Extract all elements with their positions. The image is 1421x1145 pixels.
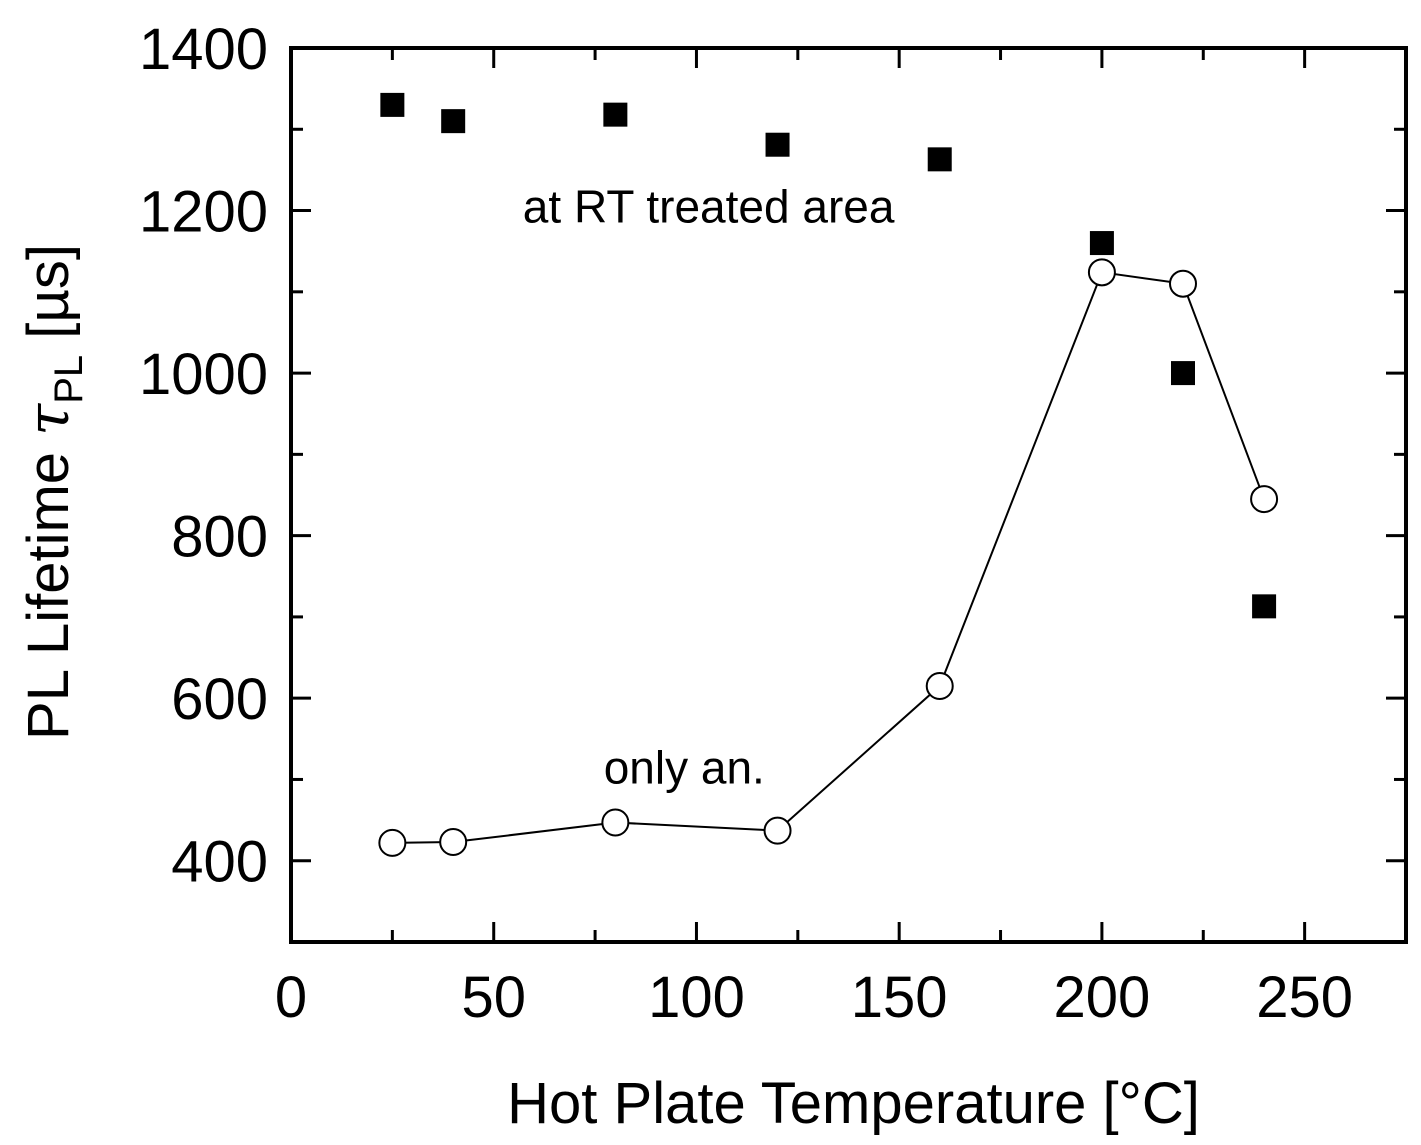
series-0-point (765, 132, 790, 157)
series-1-point (763, 816, 792, 845)
y-tick-label: 1000 (139, 342, 268, 407)
y-axis-title-subscript: PL (47, 355, 91, 404)
y-tick-label: 400 (171, 830, 268, 895)
y-tick-label: 1400 (139, 17, 268, 82)
series-1-point (378, 828, 407, 857)
series-0-point (380, 92, 405, 117)
series-1-point (1169, 269, 1197, 298)
y-axis-title-symbol: τ (14, 403, 82, 436)
series-0-point (1089, 231, 1114, 256)
series-1-line (392, 271, 1266, 844)
y-tick-label: 1200 (139, 180, 268, 245)
x-tick-label: 0 (275, 965, 307, 1030)
annotation-label: at RT treated area (523, 181, 895, 233)
x-tick-label: 200 (1054, 965, 1151, 1030)
series-0-point (603, 102, 628, 127)
series-1-point (601, 808, 630, 837)
axis-ticks (289, 46, 1406, 942)
tick-labels: 0 50 100 150 200 250 400 600 800 1000 1200 1400 (139, 17, 1353, 1030)
plot-frame (289, 46, 1408, 944)
y-axis-title: PL Lifetime τPL [µs] (14, 244, 91, 740)
annotations: at RT treated area only an. (523, 181, 895, 794)
x-axis-title: Hot Plate Temperature [°C] (507, 1071, 1200, 1136)
series-0-point (1171, 361, 1195, 386)
annotation-label: only an. (604, 742, 765, 794)
series-1-point (439, 828, 468, 857)
series-0-point (927, 147, 952, 172)
series-1-point (1087, 258, 1116, 287)
y-axis-title-unit: [µs] (16, 244, 81, 355)
y-tick-label: 800 (171, 505, 268, 570)
x-tick-label: 100 (648, 965, 745, 1030)
y-axis-title-main: PL Lifetime (16, 436, 81, 740)
x-tick-label: 150 (851, 965, 948, 1030)
series-1-point (1250, 485, 1279, 514)
series-0-point (1252, 594, 1277, 619)
x-tick-label: 50 (461, 965, 526, 1030)
series-1-point (925, 671, 954, 700)
y-tick-label: 600 (171, 667, 268, 732)
series-0-point (441, 109, 466, 134)
x-tick-label: 250 (1256, 965, 1353, 1030)
data-series (378, 92, 1279, 857)
